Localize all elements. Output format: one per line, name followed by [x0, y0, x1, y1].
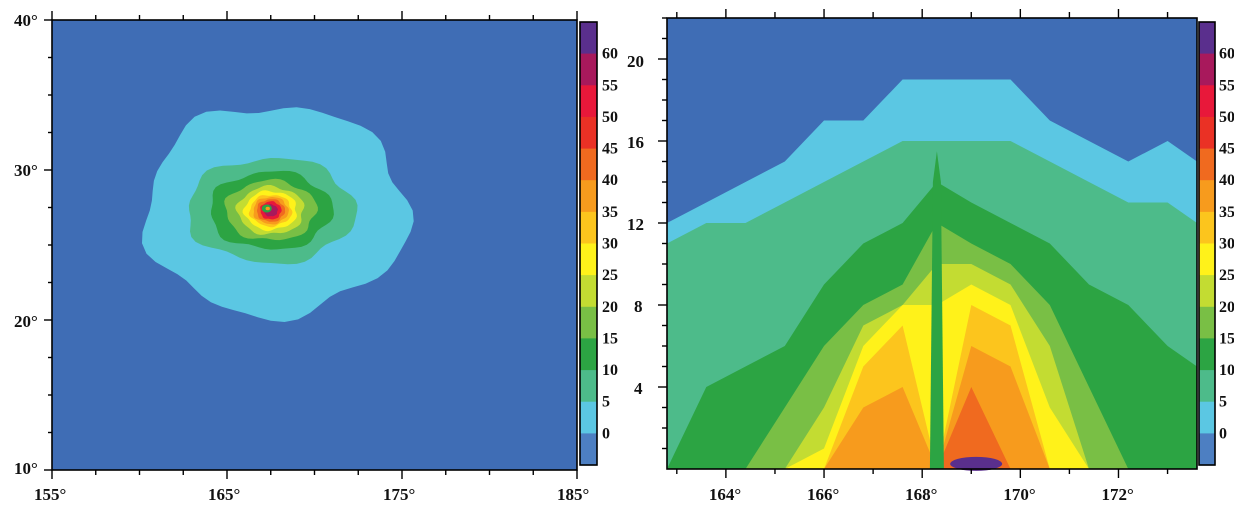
colorbar-swatch [580, 85, 597, 118]
colorbar-label: 25 [602, 267, 618, 284]
colorbar-label: 45 [602, 141, 618, 158]
left-y-tick-label: 30° [14, 161, 38, 180]
left-axis-ticks [44, 11, 578, 479]
right-colorbar-frame [1198, 21, 1216, 466]
colorbar-label: 60 [602, 46, 618, 63]
colorbar-label: 40 [602, 172, 618, 189]
colorbar-label: 55 [1219, 77, 1234, 94]
right-x-tick-label: 170° [1003, 485, 1035, 504]
right-x-tick-label: 166° [807, 485, 839, 504]
left-storm-contours [142, 107, 414, 322]
right-y-tick-label: 16 [627, 133, 644, 152]
colorbar-swatch [580, 116, 597, 150]
colorbar-label: 35 [602, 204, 618, 221]
colorbar-swatch [580, 148, 597, 181]
left-x-tick-label: 165° [208, 485, 240, 504]
colorbar-swatch [1199, 243, 1215, 276]
colorbar-label: 15 [1219, 330, 1234, 347]
storm-eye-core [265, 206, 270, 211]
right-y-tick-label: 4 [634, 379, 643, 398]
colorbar-label: 10 [1219, 362, 1234, 379]
left-colorbar-frame [579, 21, 598, 466]
colorbar-swatch [1199, 275, 1215, 308]
right-y-tick-label: 8 [634, 297, 643, 316]
right-y-tick-label: 12 [627, 215, 644, 234]
colorbar-label: 0 [1219, 425, 1227, 442]
right-y-tick-label: 20 [627, 52, 644, 71]
left-y-tick-label: 40° [14, 11, 38, 30]
colorbar-label: 30 [602, 236, 618, 253]
left-panel: 40° 30° 20° 10° 155° 165° 175° 185° [14, 11, 589, 504]
left-y-tick-label: 10° [14, 459, 38, 478]
colorbar-swatch [1199, 211, 1215, 245]
colorbar-swatch [1199, 306, 1215, 339]
colorbar-swatch [1199, 370, 1215, 403]
colorbar-swatch [580, 433, 597, 466]
right-x-tick-labels: 164° 166° 168° 170° 172° [709, 485, 1134, 504]
colorbar-label: 40 [1219, 172, 1234, 189]
colorbar-swatch [1199, 401, 1215, 434]
right-panel: 20 16 12 8 4 164° 166° 168° 170° 172° [627, 9, 1198, 504]
surface-max-core [950, 456, 1003, 471]
colorbar-label: 20 [1219, 299, 1234, 316]
colorbar-swatch [580, 306, 597, 339]
colorbar-label: 15 [602, 330, 618, 347]
colorbar-swatch [580, 275, 597, 308]
right-x-tick-label: 164° [709, 485, 741, 504]
colorbar-swatch [1199, 53, 1215, 86]
colorbar-label: 45 [1219, 141, 1234, 158]
right-colorbar-swatches [1199, 22, 1215, 466]
colorbar-swatch [580, 401, 597, 434]
right-x-tick-label: 168° [905, 485, 937, 504]
colorbar-swatch [1199, 22, 1215, 55]
colorbar-label: 25 [1219, 267, 1234, 284]
colorbar-label: 0 [602, 425, 610, 442]
left-x-tick-label: 185° [557, 485, 589, 504]
colorbar-label: 35 [1219, 204, 1234, 221]
colorbar-label: 55 [602, 77, 618, 94]
colorbar-swatch [1199, 85, 1215, 118]
right-cross-section-contours [667, 79, 1197, 471]
colorbar-swatch [580, 53, 597, 86]
colorbar-swatch [580, 243, 597, 276]
colorbar-swatch [580, 370, 597, 403]
colorbar-label: 50 [602, 109, 618, 126]
colorbar-swatch [1199, 180, 1215, 213]
left-x-tick-label: 175° [383, 485, 415, 504]
colorbar-swatch [1199, 338, 1215, 371]
colorbar-swatch [1199, 116, 1215, 150]
colorbar-swatch [580, 22, 597, 55]
colorbar-swatch [1199, 433, 1215, 466]
colorbar-swatch [580, 338, 597, 371]
left-x-tick-label: 155° [34, 485, 66, 504]
colorbar-swatch [580, 211, 597, 245]
colorbar-label: 60 [1219, 46, 1234, 63]
colorbar-label: 20 [602, 299, 618, 316]
colorbar-label: 10 [602, 362, 618, 379]
colorbar-label: 50 [1219, 109, 1234, 126]
right-axis-ticks [658, 9, 1169, 478]
left-colorbar-swatches [580, 22, 597, 466]
left-y-tick-label: 20° [14, 312, 38, 331]
eye-wall-column [929, 151, 944, 470]
colorbar-swatch [580, 180, 597, 213]
colorbar-swatch [1199, 148, 1215, 181]
colorbar-label: 5 [602, 394, 610, 411]
right-x-tick-label: 172° [1101, 485, 1133, 504]
colorbar-label: 30 [1219, 236, 1234, 253]
colorbar-label: 5 [1219, 394, 1227, 411]
